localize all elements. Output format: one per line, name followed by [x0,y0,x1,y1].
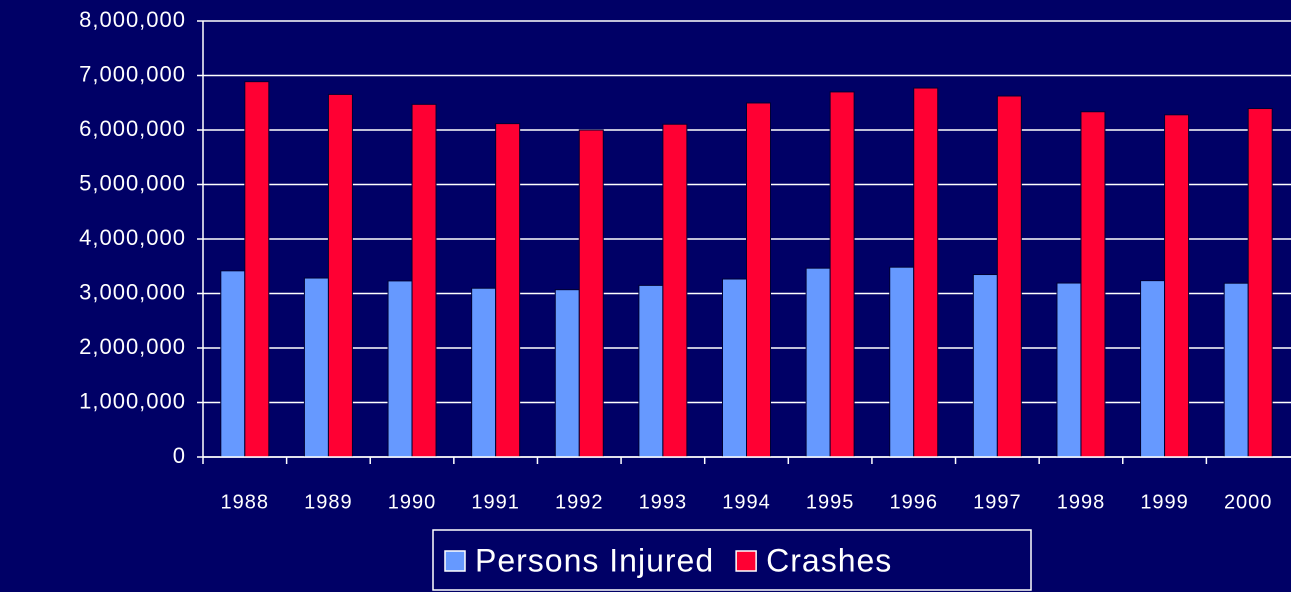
x-tick-label: 1997 [973,491,1022,513]
y-tick-label: 3,000,000 [79,279,186,304]
bar [1056,282,1082,458]
bar [913,87,939,458]
x-tick-label: 1990 [388,491,437,513]
x-tick-label: 1989 [304,491,353,513]
bar [1080,111,1106,458]
y-tick-label: 4,000,000 [79,225,186,250]
legend-swatch [444,550,466,572]
bar [411,103,437,458]
y-tick-label: 1,000,000 [79,388,186,413]
bar [387,280,413,458]
legend-swatch [735,550,757,572]
x-tick-label: 2000 [1224,491,1273,513]
bar [1140,280,1166,458]
bar [1164,114,1190,458]
bar [1223,282,1249,458]
bar [578,129,604,458]
bar [495,123,521,458]
x-tick-label: 1994 [722,491,771,513]
bar [746,102,771,458]
bar [327,93,353,458]
x-tick-label: 1991 [471,491,520,513]
x-tick-label: 1988 [221,491,270,513]
bar [303,277,329,458]
bar [996,95,1022,458]
y-tick-label: 2,000,000 [79,334,186,359]
legend-label: Crashes [766,542,892,578]
bar [829,91,855,458]
bar [554,289,580,458]
x-tick-label: 1995 [806,491,855,513]
bar [722,278,747,458]
x-tick-label: 1998 [1057,491,1106,513]
bar [471,287,497,458]
x-tick-label: 1999 [1140,491,1189,513]
bar [972,274,998,458]
y-tick-label: 6,000,000 [79,116,186,141]
x-tick-label: 1992 [555,491,604,513]
y-tick-label: 5,000,000 [79,170,186,195]
legend-box [432,529,1032,591]
bar [889,266,915,458]
bar [220,270,246,458]
legend-label: Persons Injured [475,542,714,578]
x-tick-label: 1996 [889,491,938,513]
bar [662,123,688,458]
bar [1247,108,1273,458]
bar [805,267,831,458]
y-tick-label: 8,000,000 [79,7,186,32]
y-tick-label: 7,000,000 [79,61,186,86]
x-tick-label: 1993 [639,491,688,513]
y-tick-label: 0 [173,443,186,468]
bar [244,81,270,458]
bar [638,284,664,458]
